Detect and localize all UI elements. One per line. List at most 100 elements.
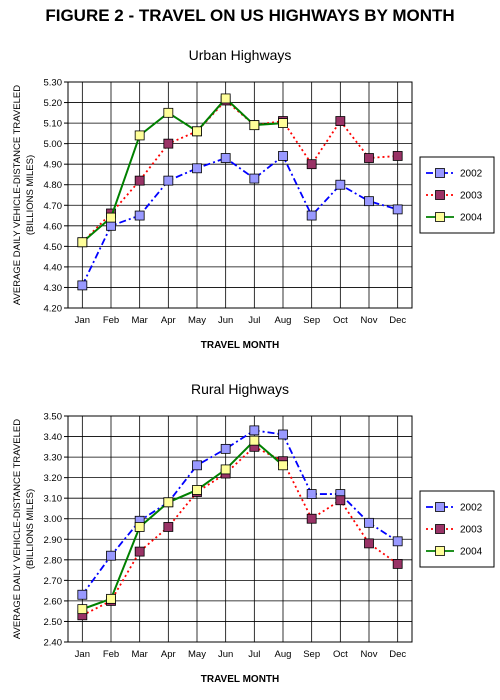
data-point-2002	[364, 196, 374, 207]
y-tick-label: 3.40	[44, 432, 63, 443]
data-point-2002	[364, 517, 374, 528]
y-axis-subtitle: (BILLIONS MILES)	[25, 489, 36, 569]
data-point-2003	[392, 559, 403, 569]
x-tick-label: Dec	[389, 649, 406, 660]
data-point-2002	[106, 550, 116, 561]
x-tick-label: Feb	[103, 315, 119, 326]
x-tick-label: Aug	[275, 649, 292, 660]
data-point-2004	[278, 460, 288, 471]
y-tick-label: 3.00	[44, 514, 63, 525]
data-point-2004	[163, 107, 174, 118]
data-point-2002	[192, 460, 202, 471]
data-point-2002	[249, 425, 260, 436]
y-axis-title: AVERAGE DAILY VEHICLE-DISTANCE TRAVELED	[12, 85, 23, 305]
data-point-2003	[134, 546, 145, 557]
y-tick-label: 2.60	[44, 596, 63, 607]
data-point-2004	[192, 126, 202, 137]
data-point-2002	[134, 210, 145, 221]
data-point-2002	[306, 210, 317, 221]
x-tick-label: Jun	[218, 649, 233, 660]
data-point-2004	[249, 435, 260, 446]
data-point-2004	[134, 130, 145, 141]
x-tick-label: Sep	[303, 649, 320, 660]
series-line-2003	[81, 445, 399, 617]
y-tick-label: 5.20	[44, 98, 63, 109]
data-point-2002	[278, 429, 288, 440]
data-point-2003	[306, 159, 317, 170]
data-point-2002	[392, 536, 403, 547]
data-point-2003	[364, 538, 374, 549]
y-axis-subtitle: (BILLIONS MILES)	[25, 155, 36, 235]
y-tick-label: 4.20	[44, 304, 63, 315]
y-tick-label: 3.50	[44, 412, 63, 423]
data-point-2004	[106, 593, 116, 604]
legend-label: 2003	[460, 525, 483, 536]
x-tick-label: May	[188, 315, 206, 326]
data-point-2002	[77, 280, 88, 291]
y-tick-label: 3.20	[44, 473, 63, 484]
legend-marker	[435, 190, 445, 200]
data-point-2004	[77, 604, 88, 615]
x-tick-label: Jul	[248, 315, 260, 326]
y-tick-label: 2.40	[44, 638, 63, 649]
y-axis-title: AVERAGE DAILY VEHICLE-DISTANCE TRAVELED	[12, 419, 23, 639]
x-tick-label: Nov	[361, 315, 378, 326]
data-point-2002	[392, 204, 403, 215]
data-point-2004	[192, 485, 202, 495]
legend-label: 2003	[460, 191, 483, 202]
y-tick-label: 4.70	[44, 201, 63, 212]
x-tick-label: Jan	[75, 649, 90, 660]
x-axis-title: TRAVEL MONTH	[201, 340, 280, 351]
x-tick-label: Apr	[161, 315, 176, 326]
data-point-2003	[163, 522, 174, 532]
x-tick-label: May	[188, 649, 206, 660]
data-point-2002	[220, 443, 231, 454]
urban-highways-chart: Urban Highways 4.20 4.30 4.40 4.50 4.60 4.70 4.…	[12, 47, 495, 351]
y-tick-label: 5.00	[44, 139, 63, 150]
x-tick-label: Nov	[361, 649, 378, 660]
data-point-2004	[278, 118, 288, 128]
legend-marker	[435, 502, 445, 512]
y-tick-label: 5.30	[44, 78, 63, 89]
data-point-2002	[220, 153, 231, 163]
data-point-2002	[163, 175, 174, 186]
x-tick-label: Feb	[103, 649, 119, 660]
data-point-2003	[306, 513, 317, 524]
y-tick-label: 5.10	[44, 119, 63, 130]
legend-label: 2004	[460, 213, 483, 224]
x-tick-label: Mar	[131, 649, 147, 660]
data-point-2004	[163, 497, 174, 508]
chart-title: Urban Highways	[189, 47, 292, 63]
y-tick-label: 2.90	[44, 535, 63, 546]
x-tick-label: Aug	[275, 315, 292, 326]
x-tick-label: Jun	[218, 315, 233, 326]
data-point-2004	[249, 120, 260, 131]
data-point-2003	[163, 138, 174, 149]
x-tick-label: Apr	[161, 649, 176, 660]
rural-highways-chart: Rural Highways 2.40 2.50 2.60 2.70 2.80 2.90 3.…	[12, 381, 495, 685]
y-tick-label: 3.10	[44, 494, 63, 505]
chart-title: Rural Highways	[191, 381, 289, 397]
data-point-2002	[335, 179, 346, 190]
data-point-2002	[106, 220, 116, 231]
data-point-2002	[278, 151, 288, 161]
data-point-2004	[220, 464, 231, 475]
data-point-2004	[220, 93, 231, 104]
figure-title: FIGURE 2 - TRAVEL ON US HIGHWAYS BY MONT…	[45, 6, 455, 25]
data-point-2003	[364, 153, 374, 163]
data-point-2004	[77, 237, 88, 248]
x-tick-label: Jan	[75, 315, 90, 326]
legend-label: 2002	[460, 169, 483, 180]
legend-marker	[435, 168, 445, 178]
x-tick-label: Mar	[131, 315, 147, 326]
data-point-2002	[77, 589, 88, 600]
legend-label: 2004	[460, 547, 483, 558]
plot-area	[67, 81, 413, 309]
y-tick-label: 4.30	[44, 283, 63, 294]
y-tick-label: 4.50	[44, 242, 63, 253]
y-tick-label: 4.40	[44, 262, 63, 273]
x-tick-label: Oct	[333, 315, 348, 326]
data-point-2002	[249, 173, 260, 184]
x-tick-label: Jul	[248, 649, 260, 660]
series-line-2003	[81, 99, 398, 243]
